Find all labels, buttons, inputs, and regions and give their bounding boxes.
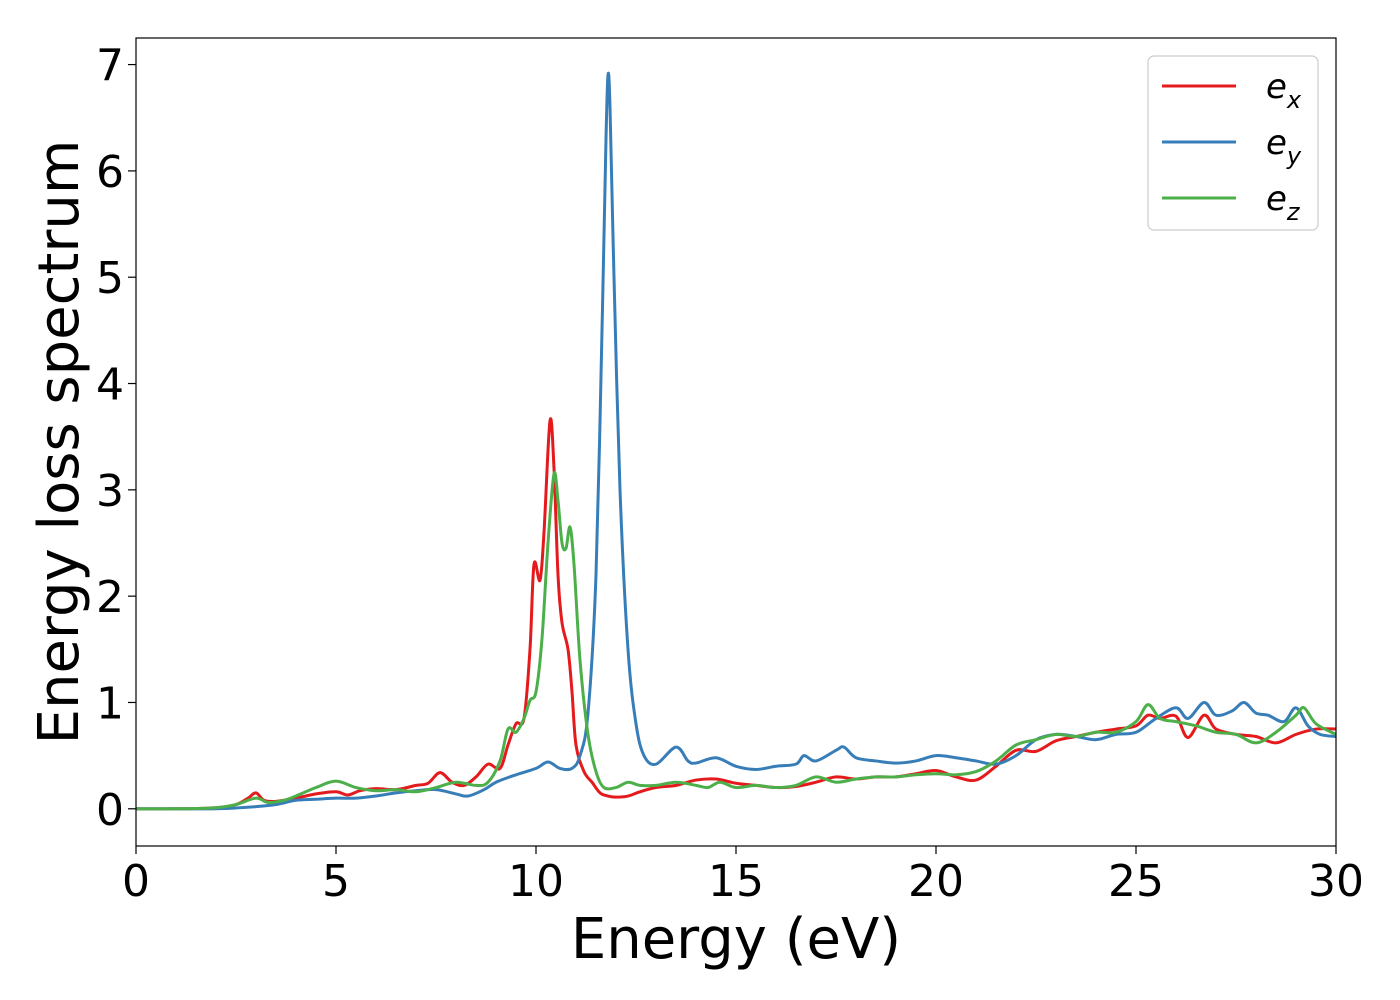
legend-label: ey [1266, 123, 1302, 170]
y-tick-label: 4 [96, 360, 124, 411]
y-tick-label: 6 [96, 147, 124, 198]
series-line-e-x [136, 417, 1336, 811]
x-tick-label: 5 [322, 856, 350, 907]
legend-label: ex [1266, 67, 1302, 114]
series-layer [136, 71, 1336, 811]
y-tick-label: 7 [96, 41, 124, 92]
x-tick-label: 20 [908, 856, 964, 907]
y-tick-label: 0 [96, 785, 124, 836]
x-axis-label: Energy (eV) [571, 907, 901, 972]
x-tick-label: 30 [1308, 856, 1364, 907]
y-tick-label: 3 [96, 466, 124, 517]
x-axis-ticks: 0 5 10 15 20 25 30 [122, 846, 1364, 907]
x-tick-label: 0 [122, 856, 150, 907]
x-tick-label: 10 [508, 856, 564, 907]
y-axis-label: Energy loss spectrum [27, 140, 92, 745]
series-line-e-z [136, 471, 1336, 811]
y-axis-ticks: 0 1 2 3 4 5 6 7 [96, 41, 136, 836]
legend-label: ez [1266, 179, 1301, 226]
legend: ex ey ez [1147, 55, 1319, 231]
y-tick-label: 1 [96, 678, 124, 729]
series-line-e-y [136, 71, 1336, 811]
y-tick-label: 5 [96, 253, 124, 304]
y-tick-label: 2 [96, 572, 124, 623]
x-tick-label: 15 [708, 856, 764, 907]
x-tick-label: 25 [1108, 856, 1164, 907]
